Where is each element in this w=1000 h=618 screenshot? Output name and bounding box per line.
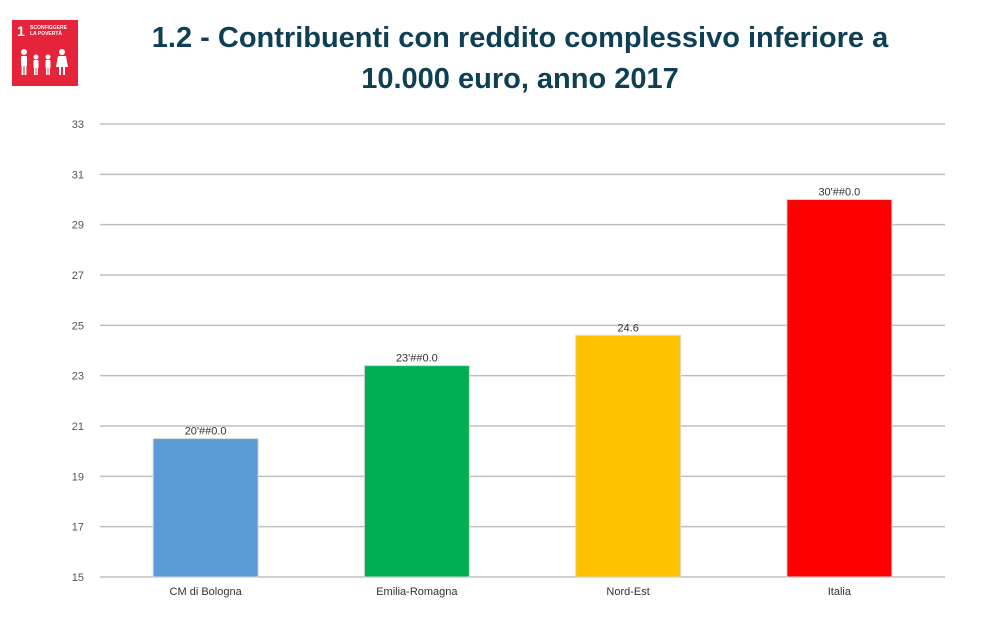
y-tick-label: 15	[72, 572, 84, 584]
y-tick-label: 25	[72, 320, 84, 332]
bar	[363, 365, 470, 578]
chart-title-line2: 10.000 euro, anno 2017	[361, 63, 679, 95]
y-tick-label: 31	[72, 169, 84, 181]
y-tick-label: 21	[72, 421, 84, 433]
category-label: Nord-Est	[606, 586, 649, 598]
data-label: 23'##0.0	[396, 353, 438, 365]
chart-title: 1.2 - Contribuenti con reddito complessi…	[100, 18, 940, 100]
bar	[152, 438, 259, 578]
chart-title-line1: 1.2 - Contribuenti con reddito complessi…	[151, 22, 889, 54]
y-tick-label: 29	[72, 220, 84, 232]
bar	[575, 334, 682, 578]
family-people-icon	[21, 49, 68, 75]
badge-number: 1	[17, 23, 25, 39]
data-labels: 20'##0.0 23'##0.0 24.6 30'##0.0	[185, 187, 861, 438]
sdg-goal-1-badge: 1 SCONFIGGERE LA POVERTÀ	[12, 20, 78, 86]
y-tick-label: 23	[72, 371, 84, 383]
bars	[152, 199, 893, 578]
badge-text: SCONFIGGERE LA POVERTÀ	[30, 25, 67, 37]
bar	[786, 199, 893, 578]
category-label: CM di Bologna	[170, 586, 243, 598]
y-tick-label: 19	[72, 471, 84, 483]
category-label: Emilia-Romagna	[376, 586, 458, 598]
y-tick-label: 27	[72, 270, 84, 282]
y-axis-ticks: 15 17 19 21 23 25 27 29 31 33	[72, 119, 84, 584]
category-label: Italia	[828, 586, 852, 598]
data-label: 30'##0.0	[818, 187, 860, 199]
data-label: 20'##0.0	[185, 426, 227, 438]
data-label: 24.6	[617, 322, 638, 334]
y-tick-label: 17	[72, 522, 84, 534]
y-tick-label: 33	[72, 119, 84, 131]
x-axis-categories: CM di Bologna Emilia-Romagna Nord-Est Itali…	[170, 586, 852, 598]
